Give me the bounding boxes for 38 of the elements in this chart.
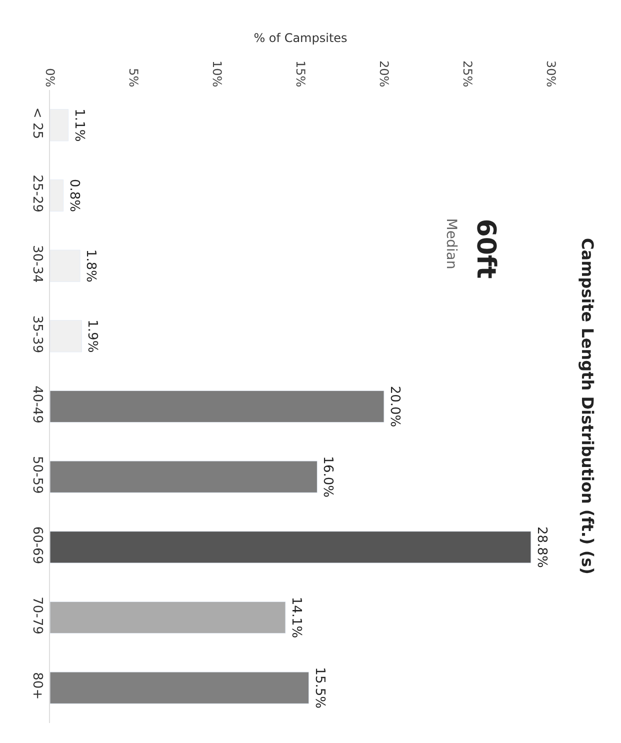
- x-tick-label: 25%: [460, 60, 475, 88]
- annotation: Median: [442, 218, 459, 270]
- y-tick-label: 30-34: [29, 244, 44, 283]
- x-tick-label: 5%: [126, 68, 141, 88]
- x-tick-label: 30%: [544, 60, 558, 88]
- data-label: 1.1%: [71, 108, 86, 142]
- data-label: 14.1%: [288, 596, 304, 638]
- y-tick-label: 40-49: [29, 386, 44, 424]
- data-label: 20.0%: [387, 386, 402, 428]
- y-tick-label: 35-39: [29, 315, 44, 354]
- y-tick-label: 80+: [29, 672, 44, 700]
- x-tick-label: 20%: [377, 60, 392, 88]
- x-tick-label: 0%: [43, 68, 58, 88]
- x-axis-title: % of Campsites: [254, 30, 348, 45]
- data-label: 0.8%: [66, 178, 82, 212]
- text: Campsite Length Distribution (ft.) (s): [578, 238, 598, 574]
- data-label: 28.8%: [534, 526, 549, 568]
- y-tick-label: 25-29: [29, 174, 44, 212]
- x-tick-label: 15%: [294, 60, 308, 88]
- x-tick-label: 10%: [210, 60, 224, 88]
- bar: [50, 390, 384, 423]
- text: 60ft: [470, 218, 500, 279]
- data-label: 16.0%: [320, 456, 336, 498]
- y-tick-label: 60-69: [29, 526, 44, 564]
- data-label: 15.5%: [312, 667, 327, 708]
- bar: [50, 179, 64, 212]
- bar: [50, 460, 318, 493]
- bar: [50, 531, 532, 564]
- y-tick-label: 50-59: [29, 456, 44, 494]
- bar: [50, 250, 80, 282]
- y-tick-label: < 25: [29, 107, 44, 140]
- bar: [50, 320, 82, 352]
- bar: [50, 601, 286, 634]
- data-label: 1.8%: [83, 249, 98, 282]
- y-tick-label: 70-79: [29, 596, 44, 634]
- bar: [50, 672, 310, 704]
- data-label: 1.9%: [84, 320, 100, 353]
- bar: [50, 109, 69, 142]
